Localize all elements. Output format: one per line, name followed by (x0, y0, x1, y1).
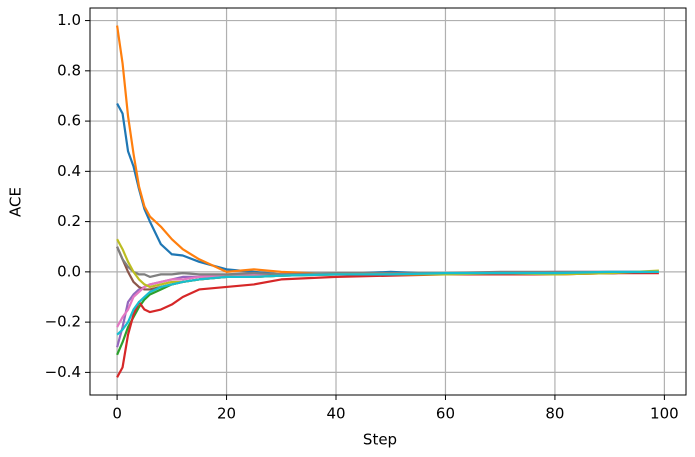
x-tick-label: 60 (436, 405, 455, 423)
series-line (116, 270, 659, 356)
y-axis-label: ACE (7, 187, 25, 217)
y-tick-label: 1.0 (57, 11, 81, 29)
y-tick-label: 0.0 (57, 262, 81, 280)
y-tick-label: 0.8 (57, 61, 81, 79)
series-line (116, 270, 659, 348)
y-tick-label: 0.6 (57, 112, 81, 130)
x-tick-label: 0 (112, 405, 122, 423)
y-tick-label: 0.4 (57, 162, 81, 180)
series-line (116, 102, 659, 276)
x-axis-label: Step (363, 431, 397, 449)
y-tick-label: −0.2 (45, 313, 81, 331)
x-tick-label: 20 (217, 405, 236, 423)
x-tick-label: 40 (326, 405, 345, 423)
y-tick-label: −0.4 (45, 363, 81, 381)
series-line (116, 270, 659, 336)
y-tick-label: 0.2 (57, 212, 81, 230)
x-tick-label: 100 (650, 405, 679, 423)
series-line (116, 272, 659, 378)
x-tick-label: 80 (545, 405, 564, 423)
plot-frame (89, 7, 687, 396)
series-line (116, 246, 659, 291)
series-line (116, 25, 659, 276)
